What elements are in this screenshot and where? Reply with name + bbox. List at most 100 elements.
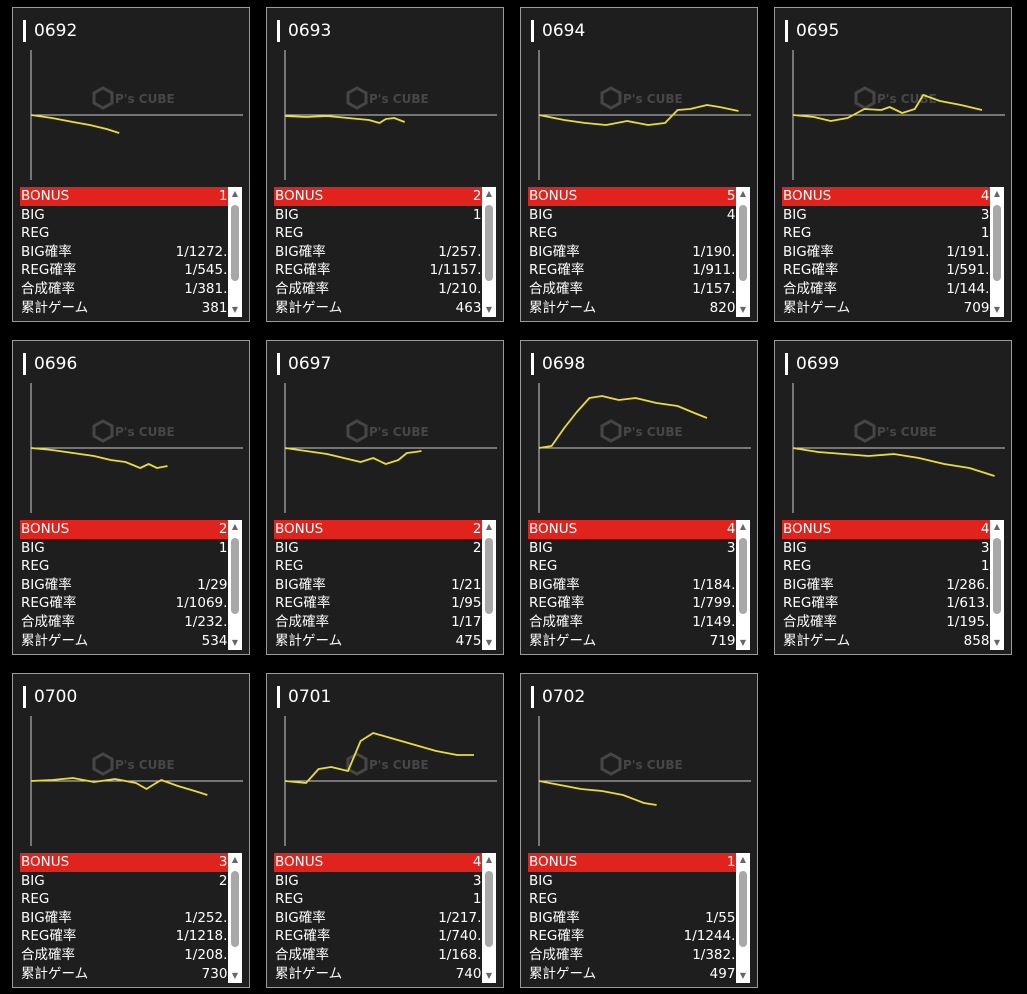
machine-card-0699[interactable]: 0699 P's CUBE BONUS44BIG30REG14BIG確率 1/286.… <box>774 340 1012 655</box>
reg-rate-row-value: 1/613.4 <box>946 595 998 612</box>
bonus-row: BONUS44 <box>274 853 496 872</box>
total-rate-row-value: 1/144.8 <box>946 280 998 297</box>
cube-icon <box>600 86 622 110</box>
machine-card-0694[interactable]: 0694 P's CUBE BONUS52BIG43REG9BIG確率 1/190.9… <box>520 7 758 322</box>
big-row: BIG30 <box>782 539 1004 558</box>
scroll-down-arrow-icon[interactable]: ▼ <box>993 638 1001 647</box>
scroll-thumb[interactable] <box>485 205 493 281</box>
scroll-down-arrow-icon[interactable]: ▼ <box>231 971 239 980</box>
scroll-thumb[interactable] <box>739 205 747 281</box>
reg-rate-row: REG確率 1/911.7 <box>528 261 750 280</box>
reg-rate-row-label: REG確率 <box>275 595 331 612</box>
total-rate-row: 合成確率 1/149.9 <box>528 613 750 632</box>
scroll-up-arrow-icon[interactable]: ▲ <box>231 855 239 864</box>
machine-card-0692[interactable]: 0692 P's CUBE BONUS10BIG3REG7BIG確率 1/1272.7… <box>12 7 250 322</box>
scroll-thumb[interactable] <box>231 205 239 281</box>
scroll-down-arrow-icon[interactable]: ▼ <box>739 305 747 314</box>
scroll-up-arrow-icon[interactable]: ▲ <box>739 855 747 864</box>
reg-rate-row-label: REG確率 <box>529 928 585 945</box>
bonus-row: BONUS49 <box>782 187 1004 206</box>
payout-graph: P's CUBE <box>284 383 497 513</box>
games-row: 累計ゲーム 7192 <box>528 632 750 651</box>
scroll-up-arrow-icon[interactable]: ▲ <box>231 522 239 531</box>
bonus-row: BONUS44 <box>782 520 1004 539</box>
stats-scrollbar[interactable]: ▲ ▼ <box>990 187 1004 317</box>
scroll-up-arrow-icon[interactable]: ▲ <box>739 189 747 198</box>
scroll-thumb[interactable] <box>739 871 747 947</box>
reg-row-label: REG <box>21 225 50 242</box>
stats-table: BONUS48BIG39REG9BIG確率 1/184.5 REG確率 1/799.2… <box>528 520 750 650</box>
stats-table: BONUS27BIG22REG5BIG確率1/216REG確率1/950合成確率… <box>274 520 496 650</box>
machine-card-0700[interactable]: 0700 P's CUBE BONUS35BIG29REG6BIG確率 1/252.1… <box>12 673 250 988</box>
machine-card-0697[interactable]: 0697 P's CUBEBONUS27BIG22REG5BIG確率1/216RE… <box>266 340 504 655</box>
scroll-down-arrow-icon[interactable]: ▼ <box>485 638 493 647</box>
machine-card-0693[interactable]: 0693 P's CUBE BONUS22BIG18REG4BIG確率 1/257.3… <box>266 7 504 322</box>
scroll-up-arrow-icon[interactable]: ▲ <box>993 522 1001 531</box>
stats-scrollbar[interactable]: ▲ ▼ <box>990 520 1004 650</box>
big-rate-row-value: 1/191.8 <box>946 243 998 260</box>
bonus-row-label: BONUS <box>21 188 70 204</box>
reg-row-label: REG <box>275 225 304 242</box>
stats-scrollbar[interactable]: ▲ ▼ <box>482 853 496 983</box>
scroll-up-arrow-icon[interactable]: ▲ <box>485 522 493 531</box>
scroll-thumb[interactable] <box>993 538 1001 614</box>
machine-card-0701[interactable]: 0701 P's CUBE BONUS44BIG34REG10BIG確率 1/217.… <box>266 673 504 988</box>
scroll-up-arrow-icon[interactable]: ▲ <box>485 855 493 864</box>
scroll-down-arrow-icon[interactable]: ▼ <box>485 305 493 314</box>
scroll-thumb[interactable] <box>485 538 493 614</box>
bonus-row-label: BONUS <box>783 521 832 537</box>
total-rate-row-label: 合成確率 <box>529 613 583 630</box>
stats-scrollbar[interactable]: ▲ ▼ <box>736 187 750 317</box>
scroll-down-arrow-icon[interactable]: ▼ <box>739 971 747 980</box>
big-rate-row-label: BIG確率 <box>21 576 72 593</box>
scroll-up-arrow-icon[interactable]: ▲ <box>485 189 493 198</box>
scroll-down-arrow-icon[interactable]: ▼ <box>993 305 1001 314</box>
payout-graph: P's CUBE <box>538 383 751 513</box>
scroll-thumb[interactable] <box>739 538 747 614</box>
total-rate-row: 合成確率 1/157.8 <box>528 280 750 299</box>
total-rate-row-value: 1/168.4 <box>438 946 490 963</box>
total-rate-row-value: 1/208.9 <box>184 946 236 963</box>
stats-scrollbar[interactable]: ▲ ▼ <box>228 520 242 650</box>
machine-card-0698[interactable]: 0698 P's CUBE BONUS48BIG39REG9BIG確率 1/184.5… <box>520 340 758 655</box>
scroll-down-arrow-icon[interactable]: ▼ <box>231 305 239 314</box>
big-row-label: BIG <box>21 206 45 223</box>
scroll-thumb[interactable] <box>993 205 1001 281</box>
big-row: BIG37 <box>782 206 1004 225</box>
stats-scrollbar[interactable]: ▲ ▼ <box>228 853 242 983</box>
machine-number: 0692 <box>23 20 77 42</box>
reg-row-label: REG <box>529 891 558 908</box>
games-row-label: 累計ゲーム <box>275 632 343 649</box>
stats-table: BONUS44BIG34REG10BIG確率 1/217.9 REG確率 1/740.… <box>274 853 496 983</box>
cube-icon <box>854 419 876 443</box>
scroll-thumb[interactable] <box>485 871 493 947</box>
games-row: 累計ゲーム 8205 <box>528 299 750 318</box>
scroll-thumb[interactable] <box>231 871 239 947</box>
watermark-logo: P's CUBE <box>346 752 429 776</box>
big-row: BIG43 <box>528 206 750 225</box>
games-row-value: 4630 <box>455 299 490 316</box>
scroll-down-arrow-icon[interactable]: ▼ <box>485 971 493 980</box>
scroll-up-arrow-icon[interactable]: ▲ <box>231 189 239 198</box>
scroll-up-arrow-icon[interactable]: ▲ <box>993 189 1001 198</box>
reg-rate-row: REG確率 1/1069.2 <box>20 594 242 613</box>
scroll-down-arrow-icon[interactable]: ▼ <box>739 638 747 647</box>
scroll-down-arrow-icon[interactable]: ▼ <box>231 638 239 647</box>
machine-number: 0694 <box>531 20 585 42</box>
stats-scrollbar[interactable]: ▲ ▼ <box>736 853 750 983</box>
machine-number: 0697 <box>277 353 331 375</box>
machine-card-0695[interactable]: 0695 P's CUBE BONUS49BIG37REG12BIG確率 1/191.… <box>774 7 1012 322</box>
scroll-thumb[interactable] <box>231 538 239 614</box>
bonus-row-label: BONUS <box>529 188 578 204</box>
stats-scrollbar[interactable]: ▲ ▼ <box>228 187 242 317</box>
watermark-text: P's CUBE <box>115 425 175 439</box>
bonus-row: BONUS52 <box>528 187 750 206</box>
stats-table: BONUS13BIG9REG4BIG確率1/553REG確率1/1244.3合成… <box>528 853 750 983</box>
stats-scrollbar[interactable]: ▲ ▼ <box>482 187 496 317</box>
payout-trend-line <box>30 447 168 469</box>
stats-scrollbar[interactable]: ▲ ▼ <box>482 520 496 650</box>
scroll-up-arrow-icon[interactable]: ▲ <box>739 522 747 531</box>
stats-scrollbar[interactable]: ▲ ▼ <box>736 520 750 650</box>
